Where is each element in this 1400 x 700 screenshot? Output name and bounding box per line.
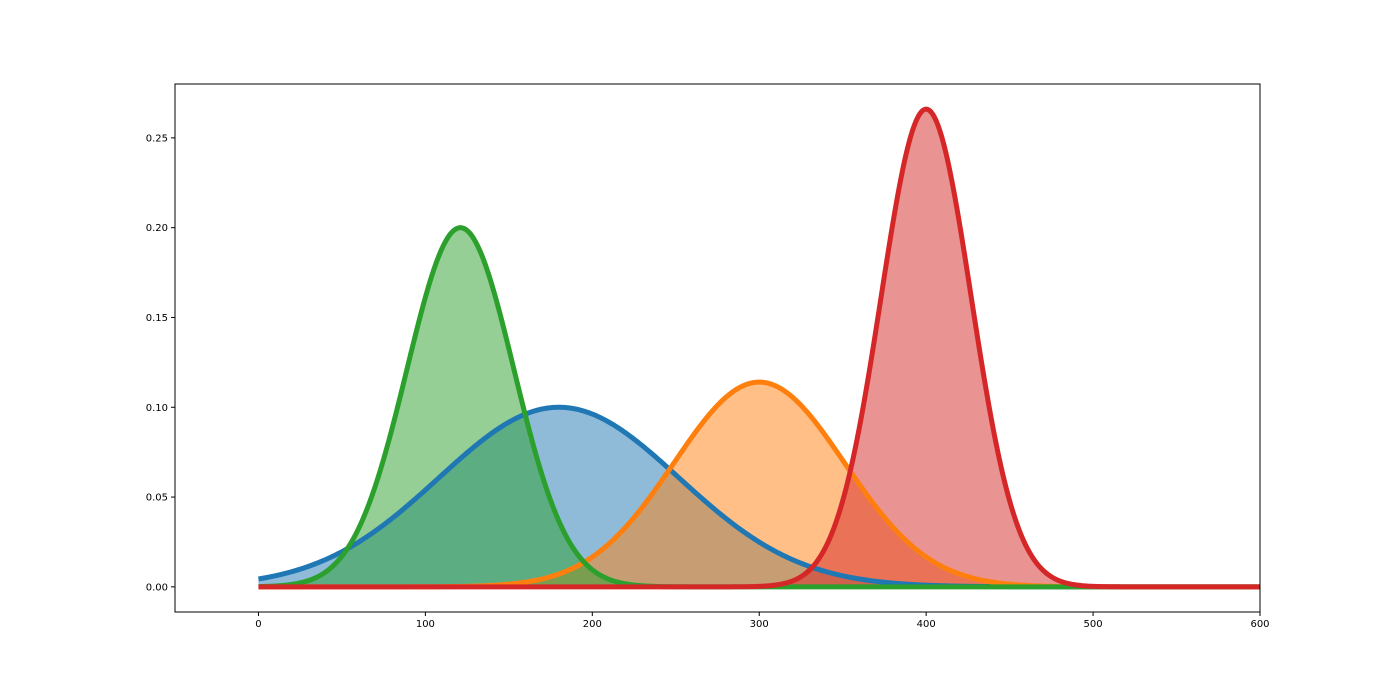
plot-frame [174,83,1261,613]
area-fills-layer [258,109,1260,587]
y-tick-label: 0.15 [146,313,168,324]
series-1-area [258,382,1260,587]
y-axis: 0.00 0.05 0.10 0.15 0.20 0.25 [146,133,175,593]
x-tick-label: 400 [917,619,936,630]
series-2-area [258,227,1260,587]
y-tick-label: 0.20 [146,223,168,234]
y-tick-label: 0.00 [146,582,168,593]
x-axis: 0 100 200 300 400 500 600 [255,612,1270,630]
series-3-line [257,106,1260,590]
y-tick-label: 0.05 [146,493,168,504]
y-tick-label: 0.25 [146,133,168,144]
x-tick-label: 500 [1084,619,1103,630]
x-tick-label: 200 [583,619,602,630]
x-tick-label: 600 [1250,619,1269,630]
x-tick-label: 0 [255,619,261,630]
x-tick-label: 100 [416,619,435,630]
x-tick-label: 300 [750,619,769,630]
y-tick-label: 0.10 [146,403,168,414]
series-lines-layer [257,106,1260,590]
